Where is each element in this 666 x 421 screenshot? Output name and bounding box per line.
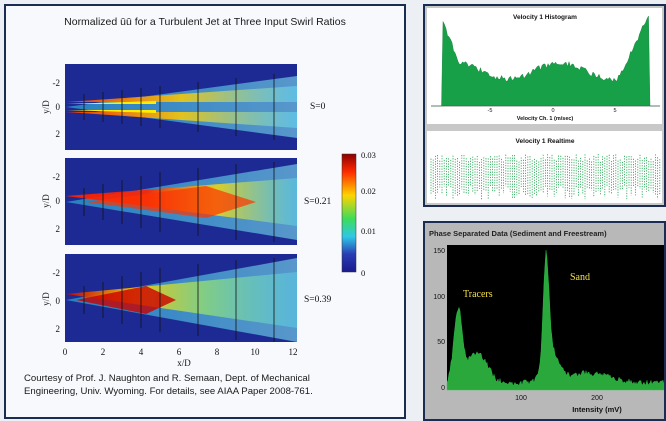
annotation-tracers: Tracers [463, 289, 493, 300]
swirl-label-s039: S=0.39 [304, 295, 332, 305]
velocity-figure: Velocity 1 Histogram -5 0 5 Velocity Ch.… [425, 6, 664, 205]
colorbar [342, 154, 356, 272]
credit-line-1: Courtesy of Prof. J. Naughton and R. Sem… [24, 372, 399, 385]
svg-text:10: 10 [251, 347, 261, 357]
svg-text:0.01: 0.01 [361, 226, 376, 236]
svg-text:4: 4 [139, 347, 144, 357]
svg-text:2: 2 [101, 347, 106, 357]
histogram-title: Velocity 1 Histogram [513, 14, 577, 21]
svg-text:y/D: y/D [41, 100, 51, 114]
svg-text:-5: -5 [488, 108, 493, 114]
histogram-xlabel: Velocity Ch. 1 (m/sec) [517, 116, 574, 122]
svg-text:50: 50 [437, 339, 445, 346]
svg-text:2: 2 [56, 324, 61, 334]
annotation-sand: Sand [570, 272, 590, 283]
y-ticks: -2 0 2 -2 0 2 -2 0 2 [53, 78, 61, 334]
credit-text: Courtesy of Prof. J. Naughton and R. Sem… [24, 372, 399, 398]
svg-text:2: 2 [56, 129, 61, 139]
svg-text:0: 0 [56, 102, 61, 112]
svg-text:y/D: y/D [41, 194, 51, 208]
svg-text:0: 0 [56, 196, 61, 206]
svg-text:-2: -2 [53, 172, 61, 182]
svg-text:8: 8 [215, 347, 220, 357]
phase-xlabel: Intensity (mV) [572, 405, 622, 414]
phase-separated-panel: Phase Separated Data (Sediment and Frees… [423, 221, 666, 421]
phase-title: Phase Separated Data (Sediment and Frees… [429, 229, 607, 238]
svg-text:-2: -2 [53, 78, 61, 88]
svg-text:0: 0 [361, 268, 365, 278]
svg-text:-2: -2 [53, 268, 61, 278]
svg-text:2: 2 [56, 224, 61, 234]
swirl-labels: S=0 S=0.21 S=0.39 [304, 102, 332, 305]
svg-text:0: 0 [63, 347, 68, 357]
svg-text:0: 0 [56, 296, 61, 306]
contour-plot-s039 [65, 254, 297, 342]
svg-text:200: 200 [591, 395, 603, 402]
credit-line-2: Engineering, Univ. Wyoming. For details,… [24, 385, 399, 398]
svg-text:12: 12 [289, 347, 298, 357]
phase-x-ticks: 100 200 [515, 395, 603, 402]
phase-figure: Phase Separated Data (Sediment and Frees… [425, 223, 664, 419]
svg-text:0: 0 [441, 385, 445, 392]
colorbar-ticks: 0.03 0.02 0.01 0 [361, 150, 376, 278]
velocity-panel: Velocity 1 Histogram -5 0 5 Velocity Ch.… [423, 4, 666, 207]
contour-plot-s021 [65, 158, 297, 245]
svg-text:5: 5 [613, 108, 616, 114]
svg-text:100: 100 [515, 395, 527, 402]
svg-text:0: 0 [551, 108, 554, 114]
swirl-label-s021: S=0.21 [304, 197, 332, 207]
svg-text:0.02: 0.02 [361, 186, 376, 196]
svg-text:0.03: 0.03 [361, 150, 376, 160]
svg-text:150: 150 [433, 248, 445, 255]
contour-plot-s0 [65, 64, 297, 150]
contour-figure: -2 0 2 -2 0 2 -2 0 2 y/D y/D y/D S=0 S=0… [6, 6, 404, 417]
y-axis-labels: y/D y/D y/D [41, 100, 51, 306]
phase-y-ticks: 150 100 50 0 [433, 248, 445, 392]
jet-figure-panel: Normalized ūū for a Turbulent Jet at Thr… [4, 4, 406, 419]
x-ticks: 0 2 4 6 8 10 12 [63, 347, 298, 357]
swirl-label-s0: S=0 [310, 102, 326, 112]
svg-text:100: 100 [433, 294, 445, 301]
svg-text:6: 6 [177, 347, 182, 357]
realtime-title: Velocity 1 Realtime [516, 138, 575, 145]
svg-text:y/D: y/D [41, 292, 51, 306]
x-axis-label: x/D [177, 358, 191, 368]
